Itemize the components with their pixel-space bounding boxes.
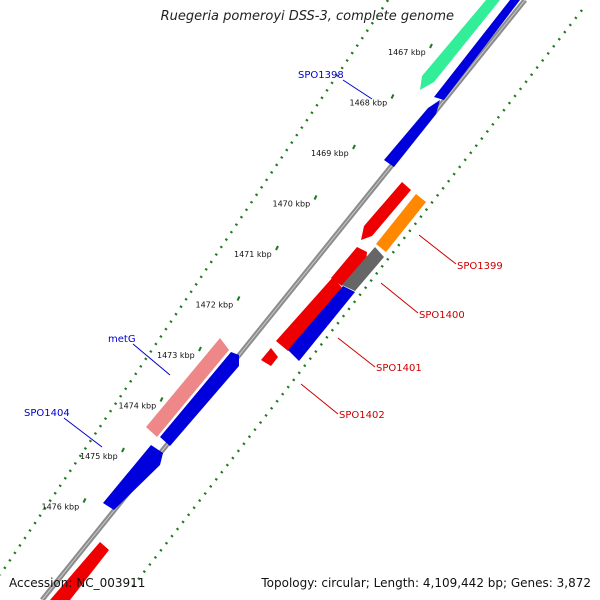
accession-text: Accession: NC_003911 [9,576,146,590]
tick-label: 1473 kbp [157,351,195,360]
label-spo1401[interactable]: SPO1401 [376,363,422,374]
tick-mark [275,245,279,251]
gene-spo1397-forward[interactable] [420,0,500,90]
tick-mark [352,144,356,150]
gene-spo1403[interactable] [160,352,239,446]
gene-spo1404[interactable] [103,445,163,510]
tick-label: 1469 kbp [311,149,349,158]
genome-backbone-highlight [41,0,526,600]
tick-mark [313,195,318,200]
tick-mark [159,397,164,402]
tick-mark [236,296,241,301]
forward-genes [50,0,520,600]
inner-dotted-track [129,9,583,591]
tick-label: 1475 kbp [80,452,118,461]
gene-red-upper-2[interactable] [331,247,367,286]
tick-label: 1468 kbp [350,99,388,108]
tick-label: 1474 kbp [119,402,157,411]
tick-mark [390,94,395,99]
tick-label: 1467 kbp [388,48,426,57]
reverse-genes [288,194,426,361]
gene-red-small[interactable] [261,348,278,366]
gene-labels: SPO1398 metG SPO1404 SPO1399 SPO1400 SPO… [24,70,503,421]
label-spo1404[interactable]: SPO1404 [24,408,70,419]
label-spo1398[interactable]: SPO1398 [298,70,344,81]
gene-red-upper-3[interactable] [276,277,344,351]
callout-lines [63,79,457,448]
tick-label: 1472 kbp [196,301,234,310]
label-metg[interactable]: metG [108,334,136,345]
summary-text: Topology: circular; Length: 4,109,442 bp… [261,576,591,590]
map-title: Ruegeria pomeroyi DSS-3, complete genome [160,9,454,24]
gene-metg[interactable] [146,338,229,437]
gene-spo1399[interactable] [376,194,426,252]
gene-spo1401[interactable] [288,286,355,361]
gene-spo1400[interactable] [342,247,384,291]
tick-label: 1470 kbp [273,200,311,209]
tick-mark [429,43,433,49]
gene-spo1398[interactable] [384,100,440,167]
tick-marks: 1467 kbp 1468 kbp 1469 kbp 1470 kbp 1471 kbp… [42,43,433,512]
tick-mark [198,346,202,352]
label-spo1399[interactable]: SPO1399 [457,261,503,272]
gene-red-upper-1[interactable] [361,182,411,240]
gene-red-bottom[interactable] [50,542,109,600]
label-spo1402[interactable]: SPO1402 [339,410,385,421]
label-spo1400[interactable]: SPO1400 [419,310,465,321]
tick-mark [121,447,125,453]
tick-label: 1476 kbp [42,503,80,512]
gene-spo1397b-forward[interactable] [434,0,520,100]
tick-label: 1471 kbp [234,250,272,259]
tick-mark [82,498,87,503]
